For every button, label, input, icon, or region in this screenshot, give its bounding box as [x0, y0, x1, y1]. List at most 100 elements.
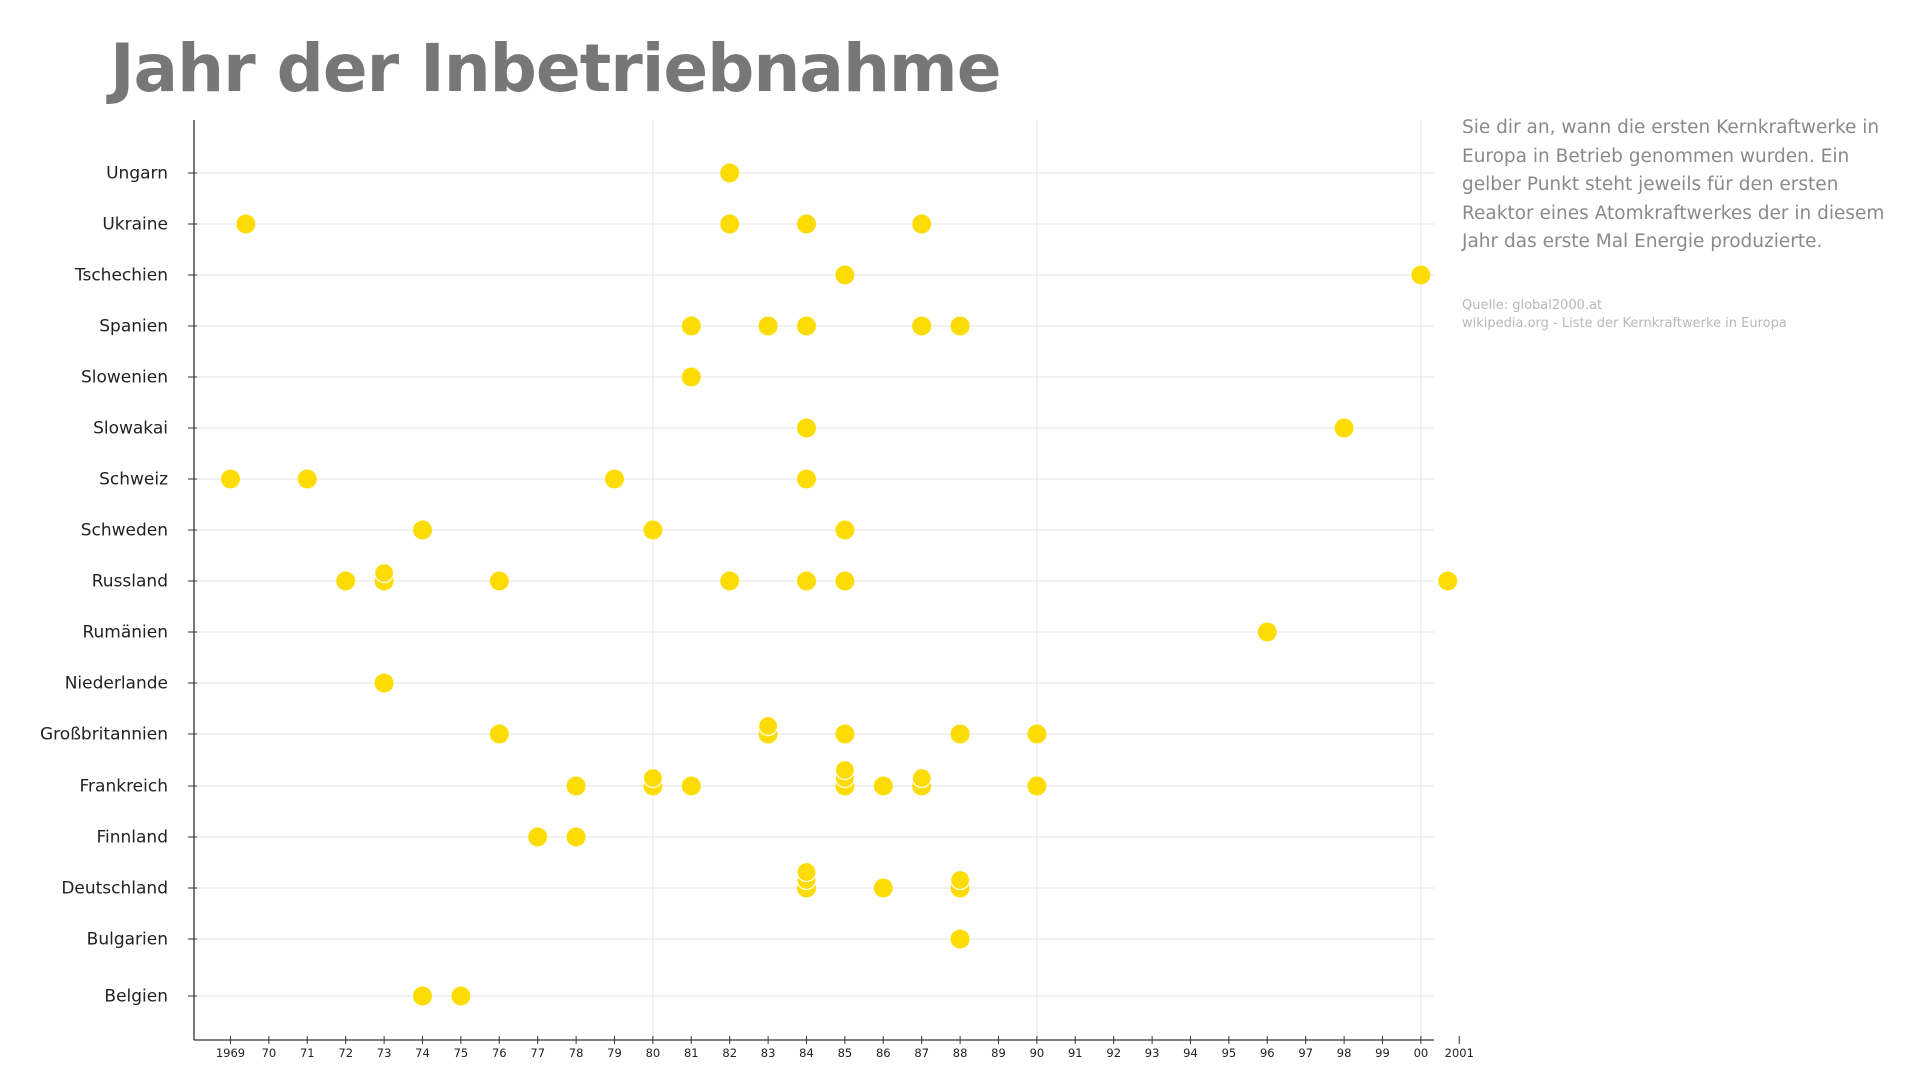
data-point [374, 562, 395, 584]
data-point [1257, 622, 1277, 642]
source-line-1: Quelle: global2000.at [1462, 298, 1603, 313]
data-point [796, 861, 817, 883]
data-point [797, 571, 816, 591]
x-tick-label: 88 [953, 1046, 968, 1060]
data-point [413, 520, 432, 540]
country-label: Schweiz [99, 470, 168, 490]
data-point [950, 316, 970, 336]
data-point [797, 418, 816, 438]
x-tick-label: 80 [646, 1046, 661, 1060]
data-point [681, 316, 701, 336]
x-tick-label: 95 [1222, 1046, 1237, 1060]
chart-description: Sie dir an, wann die ersten Kernkraftwer… [1462, 117, 1885, 252]
data-point [297, 469, 317, 489]
data-point [566, 827, 586, 847]
data-point [374, 673, 394, 693]
data-point [681, 776, 701, 796]
x-tick-label: 94 [1183, 1046, 1198, 1060]
data-point [835, 571, 855, 591]
x-tick-labels: 1969 70 71 72 73 74 75 76 77 78 79 80 81 82 83 84 85 86 87… [216, 1046, 1474, 1060]
data-point [1438, 571, 1458, 591]
data-point [757, 715, 779, 737]
x-tick-label: 76 [492, 1046, 507, 1060]
data-point [451, 986, 471, 1006]
data-point [1334, 418, 1354, 438]
data-point [797, 214, 816, 234]
x-tick-label: 81 [684, 1046, 699, 1060]
data-point [949, 869, 971, 891]
data-point [797, 316, 816, 336]
data-point [1411, 265, 1431, 285]
country-label: Slowakai [93, 419, 168, 439]
x-tick-label: 72 [338, 1046, 353, 1060]
x-tick-label: 75 [454, 1046, 469, 1060]
x-tick-label: 1969 [216, 1046, 245, 1060]
x-tick-label: 89 [991, 1046, 1006, 1060]
x-tick-label: 82 [722, 1046, 737, 1060]
country-labels: Ungarn Ukraine Tschechien Spanien Slowenien S… [40, 164, 168, 1007]
country-label: Finnland [96, 828, 168, 848]
data-point [758, 316, 778, 336]
x-tick-label: 87 [914, 1046, 929, 1060]
x-tick-label: 2001 [1445, 1046, 1474, 1060]
data-point [566, 776, 586, 796]
x-tick-label: 84 [799, 1046, 814, 1060]
data-point [912, 316, 932, 336]
data-point [1027, 776, 1047, 796]
x-tick-label: 71 [300, 1046, 315, 1060]
data-point [221, 469, 240, 489]
data-point [873, 776, 893, 796]
x-tick-label: 86 [876, 1046, 891, 1060]
data-point [834, 759, 856, 781]
x-tick-label: 74 [415, 1046, 430, 1060]
x-tick-label: 00 [1414, 1046, 1429, 1060]
x-tick-label: 96 [1260, 1046, 1275, 1060]
x-tick-label: 99 [1375, 1046, 1390, 1060]
source-line-2: wikipedia.org - Liste der Kernkraftwerke… [1462, 316, 1787, 331]
x-tick-label: 91 [1068, 1046, 1083, 1060]
data-point [835, 724, 855, 744]
x-tick-label: 85 [838, 1046, 853, 1060]
country-label: Schweden [81, 521, 168, 541]
x-tick-label: 90 [1030, 1046, 1045, 1060]
axes [188, 120, 1460, 1044]
country-label: Spanien [99, 317, 168, 337]
data-point [336, 571, 356, 591]
x-tick-label: 79 [607, 1046, 622, 1060]
page-title: Jahr der Inbetriebnahme [110, 30, 1001, 107]
data-point [912, 214, 932, 234]
data-point [873, 878, 893, 898]
country-label: Ungarn [106, 164, 168, 184]
x-tick-label: 73 [377, 1046, 392, 1060]
country-label: Niederlande [65, 674, 168, 694]
x-tick-label: 93 [1145, 1046, 1160, 1060]
country-label: Belgien [104, 987, 168, 1007]
data-point [1027, 724, 1047, 744]
data-point [911, 767, 932, 789]
country-label: Deutschland [61, 879, 168, 899]
data-point [528, 827, 548, 847]
data-point [950, 929, 970, 949]
data-points [221, 163, 1458, 1006]
data-point [797, 469, 816, 489]
data-point [720, 214, 740, 234]
country-label: Rumänien [82, 623, 168, 643]
country-label: Ukraine [102, 215, 168, 235]
data-point [489, 724, 509, 744]
x-tick-label: 83 [761, 1046, 776, 1060]
x-tick-label: 98 [1337, 1046, 1352, 1060]
x-tick-label: 97 [1298, 1046, 1313, 1060]
data-point [236, 214, 256, 234]
country-label: Frankreich [80, 777, 169, 797]
country-label: Tschechien [74, 266, 168, 286]
country-label: Großbritannien [40, 725, 168, 745]
data-point [720, 571, 740, 591]
country-label: Russland [92, 572, 168, 592]
data-point [835, 265, 855, 285]
data-point [413, 986, 432, 1006]
data-point [835, 520, 855, 540]
data-point [681, 367, 701, 387]
data-point [720, 163, 740, 183]
data-point [643, 520, 663, 540]
